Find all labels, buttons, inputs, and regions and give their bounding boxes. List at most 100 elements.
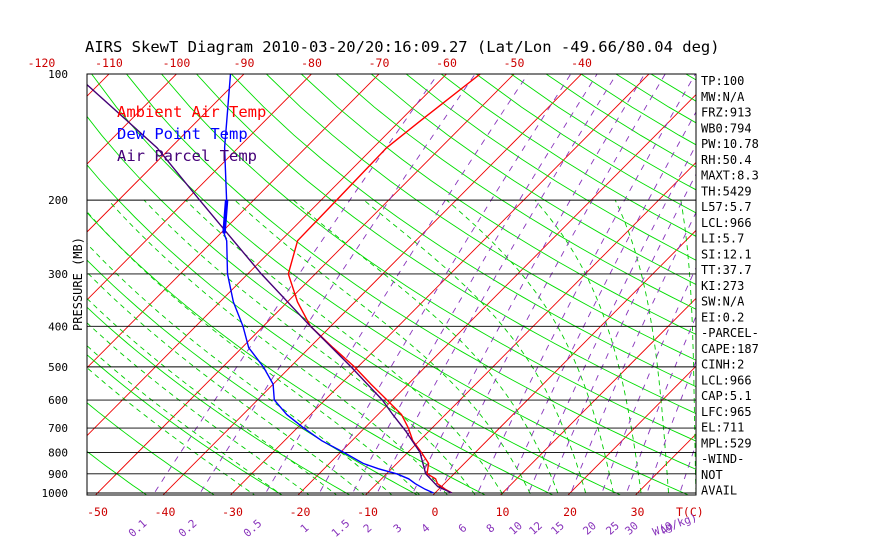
mixing-ratio-unit: W(g/kg): [651, 511, 699, 539]
mixing-ratio-line: [198, 74, 476, 495]
isotherm-line: [87, 74, 448, 437]
pressure-tick-label: 900: [48, 468, 68, 481]
index-label: RH:50.4: [701, 153, 752, 167]
top-temp-tick-label: -120: [28, 56, 56, 70]
mixing-ratio-label: 1: [298, 521, 312, 535]
moist-adiabat-line: [107, 199, 449, 495]
bottom-temp-tick-label: 20: [563, 505, 577, 519]
mixing-ratio-label: 10: [506, 519, 525, 538]
pressure-tick-label: 200: [48, 194, 68, 207]
moist-adiabat-line: [143, 199, 476, 495]
dry-adiabat-line: [826, 74, 870, 510]
isotherm-line: [567, 365, 696, 495]
mixing-ratio-line: [375, 74, 617, 495]
ambient-air-temp-line: [287, 74, 481, 494]
moist-adiabat-line: [680, 200, 696, 495]
index-label: AVAIL: [701, 484, 737, 498]
bottom-temp-tick-label: -30: [222, 505, 243, 519]
y-axis-label: PRESSURE (MB): [71, 237, 85, 331]
mixing-ratio-label: 6: [456, 521, 470, 535]
index-label: EI:0.2: [701, 310, 744, 324]
moist-adiabat-line: [293, 199, 560, 495]
top-temp-tick-label: -90: [234, 56, 255, 70]
pressure-tick-label: 1000: [42, 487, 69, 500]
moist-adiabat-line: [87, 367, 256, 495]
moist-adiabat-line: [534, 199, 642, 495]
index-label: -PARCEL-: [701, 326, 759, 340]
index-label: SI:12.1: [701, 247, 752, 261]
index-label: WB0:794: [701, 121, 752, 135]
mixing-ratio-line: [437, 74, 666, 495]
bottom-temp-tick-label: -20: [290, 505, 311, 519]
index-label: LI:5.7: [701, 232, 744, 246]
pressure-tick-label: 400: [48, 320, 68, 333]
dry-adiabat-line: [336, 74, 696, 310]
mixing-ratio-line: [317, 74, 572, 495]
moist-adiabat-line: [446, 199, 615, 495]
mixing-ratio-line: [476, 74, 696, 495]
legend-dew-point-temp: Dew Point Temp: [117, 125, 248, 143]
mixing-ratio-line: [504, 111, 696, 495]
isotherm-line: [87, 74, 380, 369]
index-label: TH:5429: [701, 184, 752, 198]
mixing-ratio-line: [411, 74, 645, 495]
mixing-ratio-line: [569, 211, 696, 495]
index-label: L57:5.7: [701, 200, 752, 214]
dry-adiabat-line: [405, 74, 696, 261]
pressure-tick-label: 700: [48, 422, 68, 435]
mixing-ratio-label: 30: [622, 519, 641, 538]
isotherm-line: [87, 74, 178, 165]
index-label: MW:N/A: [701, 90, 745, 104]
index-label: TP:100: [701, 74, 744, 88]
isotherm-line: [87, 74, 313, 301]
dry-adiabat-line: [0, 74, 31, 510]
moist-adiabat-line: [87, 243, 393, 495]
bottom-temp-unit: T(C): [676, 505, 704, 519]
bottom-temp-tick-label: 10: [496, 505, 510, 519]
top-temp-tick-label: -50: [504, 56, 525, 70]
mixing-ratio-label: 15: [548, 519, 567, 538]
index-label: PW:10.78: [701, 137, 759, 151]
mixing-ratio-line: [351, 74, 598, 495]
dry-adiabat-line: [756, 74, 870, 510]
top-temp-tick-label: -80: [301, 56, 322, 70]
mixing-ratio-label: 8: [484, 521, 498, 535]
moist-adiabat-line: [614, 199, 670, 495]
dry-adiabat-line: [371, 74, 696, 285]
dew-point-temp-line: [223, 74, 434, 494]
mixing-ratio-label: 12: [526, 519, 545, 538]
index-label: FRZ:913: [701, 106, 752, 120]
dry-adiabat-line: [861, 74, 870, 510]
mixing-ratio-label: 20: [580, 519, 599, 538]
index-label: -WIND-: [701, 452, 744, 466]
pressure-tick-label: 100: [48, 68, 68, 81]
index-label: CINH:2: [701, 358, 744, 372]
isotherm-line: [297, 93, 696, 495]
dry-adiabat-line: [231, 74, 696, 388]
chart-title: AIRS SkewT Diagram 2010-03-20/20:16:09.2…: [85, 38, 720, 56]
index-label: CAPE:187: [701, 342, 759, 356]
index-label: LFC:965: [701, 405, 752, 419]
moist-adiabat-line: [87, 345, 283, 495]
mixing-ratio-line: [264, 74, 529, 495]
mixing-ratio-line: [546, 173, 696, 495]
moist-adiabat-line: [363, 199, 587, 495]
pressure-tick-label: 300: [48, 268, 68, 281]
moist-adiabat-line: [234, 199, 532, 495]
top-temp-tick-label: -40: [571, 56, 592, 70]
index-label: SW:N/A: [701, 295, 745, 309]
pressure-tick-label: 600: [48, 394, 68, 407]
mixing-ratio-label: 3: [391, 521, 405, 535]
mixing-ratio-label: 2: [361, 521, 375, 535]
index-label: TT:37.7: [701, 263, 752, 277]
dry-adiabat-line: [87, 450, 148, 495]
isotherm-line: [87, 74, 110, 97]
bottom-temp-tick-label: -50: [87, 505, 108, 519]
pressure-tick-label: 500: [48, 361, 68, 374]
index-label: LCL:966: [701, 373, 752, 387]
bottom-temp-tick-label: -40: [155, 505, 176, 519]
bottom-temp-tick-label: -10: [357, 505, 378, 519]
plot-frame: [86, 73, 697, 496]
isotherm-line: [0, 65, 51, 502]
